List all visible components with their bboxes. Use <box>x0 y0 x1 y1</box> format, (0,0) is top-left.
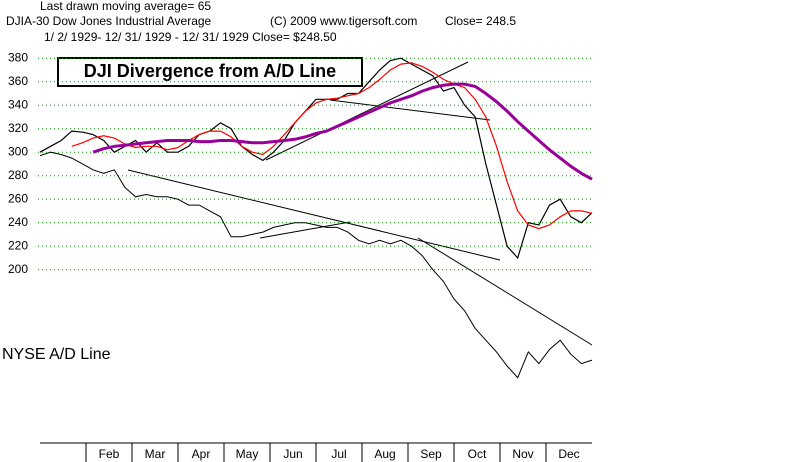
header-line: Close= 248.5 <box>445 14 516 28</box>
series-line <box>92 82 593 181</box>
y-tick-label: 360 <box>8 74 28 88</box>
x-tick-label: Jun <box>283 447 302 461</box>
y-tick-label: 200 <box>8 262 28 276</box>
x-tick-label: Aug <box>374 447 395 461</box>
series-line <box>39 57 593 260</box>
y-tick-label: 300 <box>8 144 28 158</box>
header-line: Last drawn moving average= 65 <box>40 0 211 13</box>
x-tick-label: Jul <box>331 447 346 461</box>
x-tick-label: Sep <box>420 447 442 461</box>
x-tick-label: Nov <box>512 447 533 461</box>
trendline <box>417 237 593 346</box>
x-tick-label: Feb <box>99 447 120 461</box>
header-line: DJIA-30 Dow Jones Industrial Average <box>6 14 212 28</box>
y-tick-label: 260 <box>8 191 28 205</box>
header-line: (C) 2009 www.tigersoft.com <box>270 14 417 28</box>
trendlines <box>127 61 593 346</box>
y-tick-label: 340 <box>8 97 28 111</box>
y-tick-label: 220 <box>8 238 28 252</box>
trendline <box>259 221 351 239</box>
x-tick-label: May <box>236 447 259 461</box>
trendline <box>127 169 501 261</box>
annotation: NYSE A/D Line <box>2 346 111 363</box>
x-tick-label: Oct <box>468 447 487 461</box>
trendline <box>329 99 491 121</box>
chart-title: DJI Divergence from A/D Line <box>84 61 336 81</box>
y-tick-label: 240 <box>8 215 28 229</box>
series-line <box>71 62 593 230</box>
y-tick-label: 280 <box>8 168 28 182</box>
header-line: 1/ 2/ 1929- 12/ 31/ 1929 - 12/ 31/ 1929 … <box>44 30 337 44</box>
x-tick-label: Mar <box>145 447 166 461</box>
x-tick-label: Apr <box>192 447 211 461</box>
series-line <box>39 151 593 379</box>
x-tick-label: Dec <box>558 447 579 461</box>
y-tick-label: 380 <box>8 50 28 64</box>
y-tick-label: 320 <box>8 121 28 135</box>
